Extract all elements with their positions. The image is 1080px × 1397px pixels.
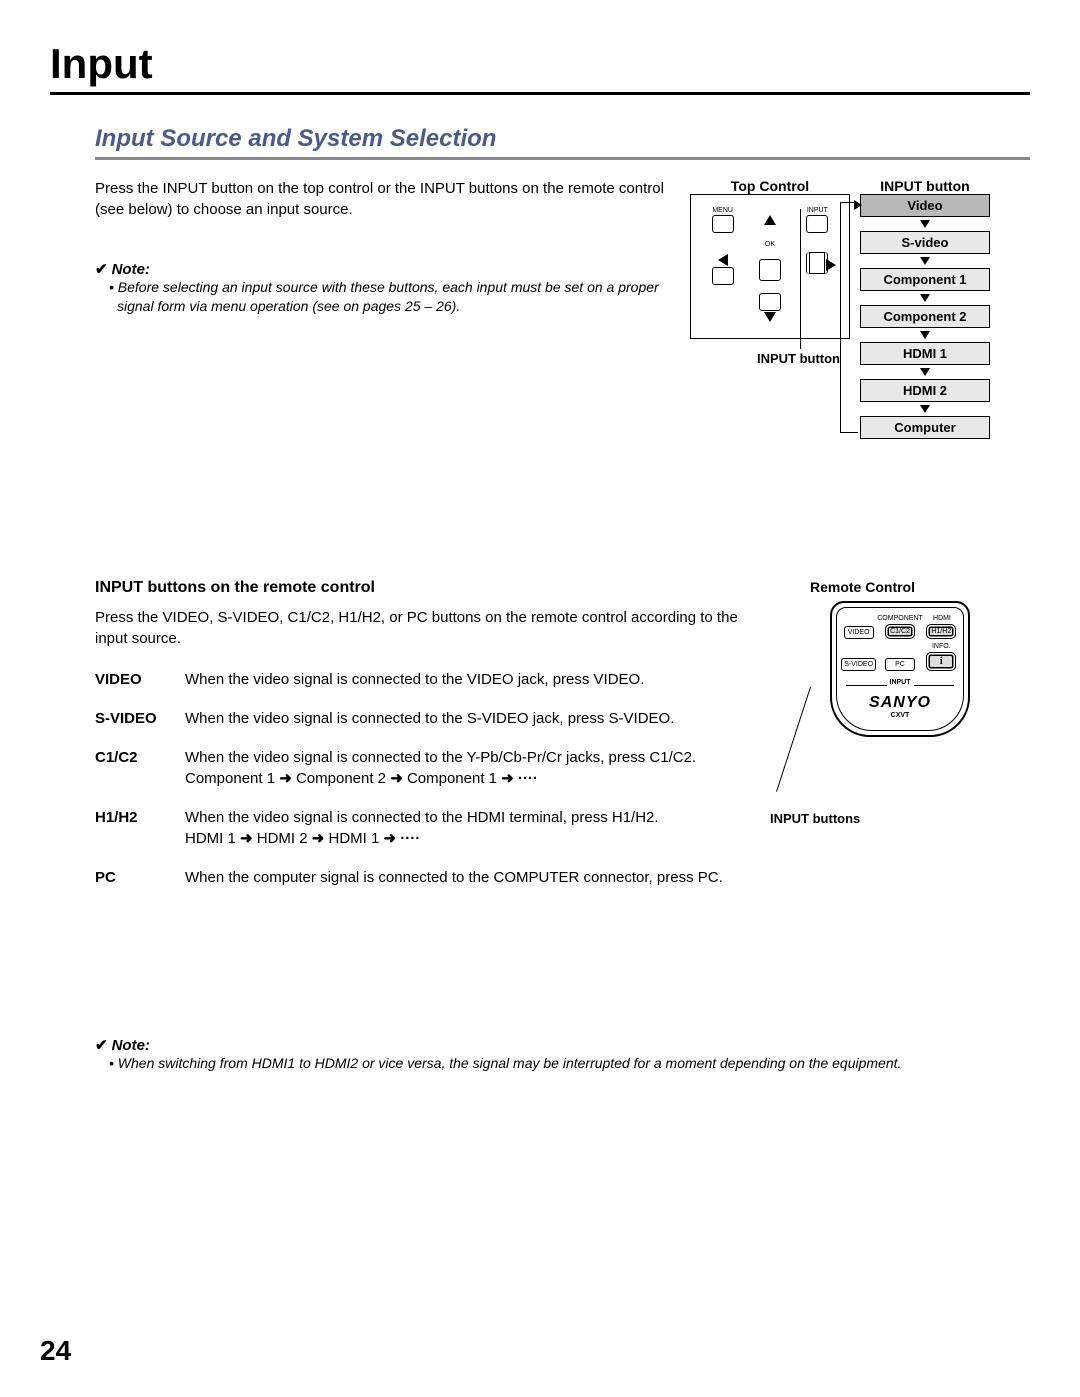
button-desc: When the video signal is connected to th…	[185, 747, 750, 789]
note-block-2: Note: When switching from HDMI1 to HDMI2…	[95, 1036, 1030, 1073]
input-buttons-caption: INPUT buttons	[770, 811, 1030, 826]
note-label: Note:	[95, 260, 670, 278]
seq-item: Component 1	[407, 770, 497, 787]
table-row: S-VIDEO When the video signal is connect…	[95, 708, 750, 729]
table-row: C1/C2 When the video signal is connected…	[95, 747, 750, 789]
button-key: PC	[95, 867, 185, 888]
remote-control-label: Remote Control	[770, 579, 1030, 595]
button-desc-text: When the video signal is connected to th…	[185, 749, 696, 766]
arrow-icon	[236, 830, 257, 847]
flow-item: Computer	[860, 416, 990, 439]
arrow-icon	[275, 770, 296, 787]
rc-input-group-label: INPUT	[887, 679, 914, 686]
table-row: VIDEO When the video signal is connected…	[95, 669, 750, 690]
tc-input-label: INPUT	[807, 207, 828, 214]
tc-left-button	[712, 267, 734, 285]
top-control-diagram: MENU INPUT OK	[690, 194, 850, 339]
note-block-1: Note: Before selecting an input source w…	[95, 260, 670, 316]
seq-item: Component 2	[296, 770, 386, 787]
seq-item: HDMI 1	[329, 830, 380, 847]
button-desc: When the video signal is connected to th…	[185, 807, 750, 849]
down-arrow-icon	[920, 331, 930, 339]
flow-item: HDMI 2	[860, 379, 990, 402]
up-arrow-icon	[764, 215, 776, 225]
remote-control-diagram: COMPONENT HDMI VIDEO C1/C2 H1/H2 INFO. S…	[830, 601, 970, 737]
flow-entry-arrow-icon	[854, 200, 862, 210]
flow-item: Component 2	[860, 305, 990, 328]
rc-video-button: VIDEO	[844, 626, 874, 639]
rc-component-label: COMPONENT	[877, 615, 923, 622]
rc-c1c2-button: C1/C2	[885, 624, 915, 639]
down-arrow-icon	[764, 312, 776, 322]
button-description-table: VIDEO When the video signal is connected…	[95, 669, 750, 888]
page-title: Input	[50, 40, 1030, 95]
tc-ok-label: OK	[765, 241, 775, 248]
button-desc: When the video signal is connected to th…	[185, 708, 750, 729]
button-key: C1/C2	[95, 747, 185, 789]
input-flow-list: Video S-video Component 1 Component 2 HD…	[860, 194, 990, 439]
tc-ok-button	[759, 259, 781, 281]
table-row: PC When the computer signal is connected…	[95, 867, 750, 888]
button-key: H1/H2	[95, 807, 185, 849]
note-label: Note:	[95, 1036, 1030, 1054]
note-text: Before selecting an input source with th…	[95, 278, 670, 316]
down-arrow-icon	[920, 294, 930, 302]
tc-input-button	[806, 215, 828, 233]
down-arrow-icon	[920, 368, 930, 376]
table-row: H1/H2 When the video signal is connected…	[95, 807, 750, 849]
top-control-label: Top Control	[690, 178, 850, 194]
arrow-icon	[379, 830, 400, 847]
arrow-icon	[497, 770, 518, 787]
arrow-icon	[308, 830, 329, 847]
rc-info-label: INFO.	[932, 643, 951, 650]
remote-description: Press the VIDEO, S-VIDEO, C1/C2, H1/H2, …	[95, 607, 750, 649]
seq-item: HDMI 1	[185, 830, 236, 847]
brand-model: CXVT	[840, 712, 960, 719]
button-key: S-VIDEO	[95, 708, 185, 729]
button-desc: When the video signal is connected to th…	[185, 669, 750, 690]
flow-item: S-video	[860, 231, 990, 254]
ellipsis-icon	[518, 770, 538, 787]
input-button-flow-label: INPUT button	[860, 178, 990, 194]
input-button-caption: INPUT button	[690, 351, 850, 366]
section-heading: Input Source and System Selection	[95, 125, 1030, 160]
remote-subheading: INPUT buttons on the remote control	[95, 579, 750, 597]
tc-down-button	[759, 293, 781, 311]
tc-menu-label: MENU	[712, 207, 733, 214]
down-arrow-icon	[920, 220, 930, 228]
intro-text: Press the INPUT button on the top contro…	[95, 178, 670, 220]
tc-right-button	[806, 252, 828, 274]
brand-logo: SANYO	[840, 694, 960, 712]
seq-item: HDMI 2	[257, 830, 308, 847]
rc-hdmi-label: HDMI	[933, 615, 951, 622]
down-arrow-icon	[920, 257, 930, 265]
seq-item: Component 1	[185, 770, 275, 787]
rc-svideo-button: S-VIDEO	[841, 658, 876, 671]
right-arrow-icon	[826, 259, 836, 271]
button-key: VIDEO	[95, 669, 185, 690]
button-desc: When the computer signal is connected to…	[185, 867, 750, 888]
left-arrow-icon	[718, 254, 728, 266]
tc-menu-button	[712, 215, 734, 233]
rc-h1h2-button: H1/H2	[926, 624, 956, 639]
button-desc-text: When the video signal is connected to th…	[185, 809, 659, 826]
flow-item: HDMI 1	[860, 342, 990, 365]
flow-item: Video	[860, 194, 990, 217]
down-arrow-icon	[920, 405, 930, 413]
ellipsis-icon	[400, 830, 420, 847]
rc-info-button: i	[926, 652, 956, 671]
arrow-icon	[386, 770, 407, 787]
flow-item: Component 1	[860, 268, 990, 291]
page-number: 24	[40, 1335, 71, 1367]
note-text: When switching from HDMI1 to HDMI2 or vi…	[95, 1054, 1030, 1073]
